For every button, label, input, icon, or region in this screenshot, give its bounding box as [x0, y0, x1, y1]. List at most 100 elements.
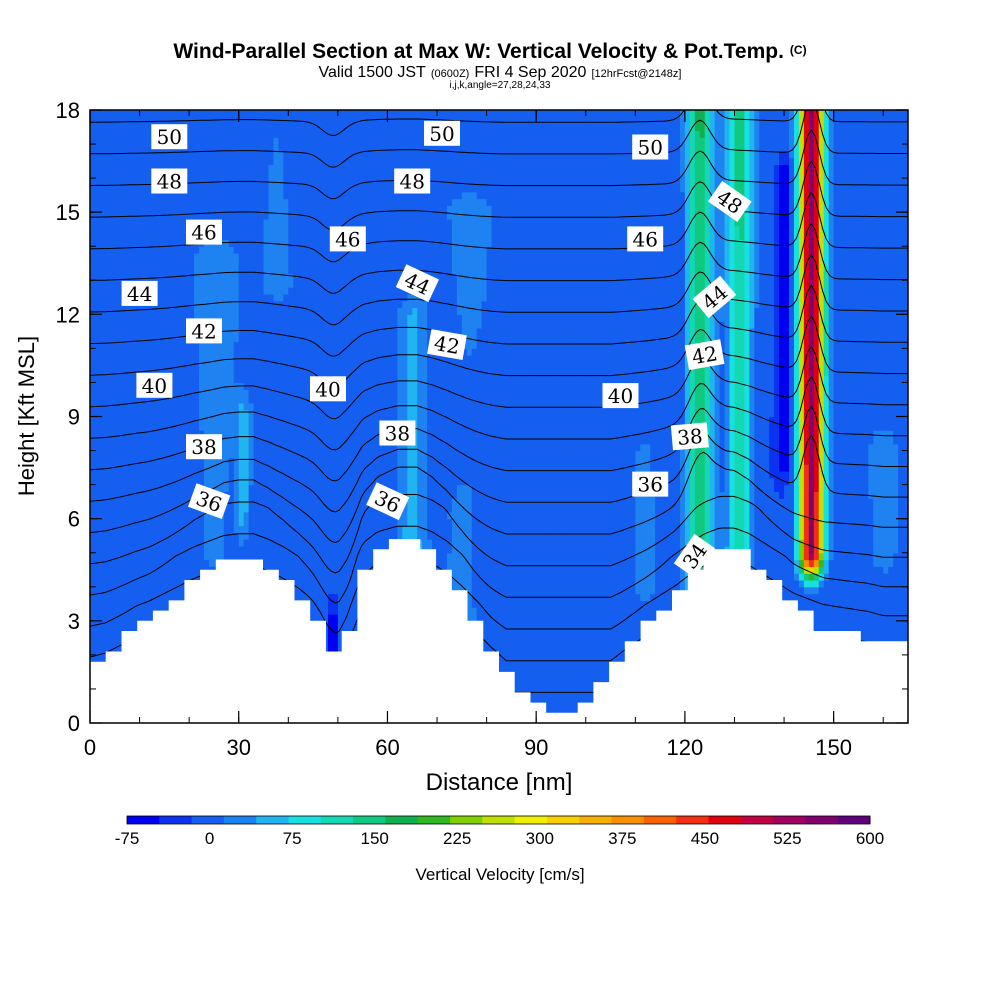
w-cell — [318, 477, 324, 486]
w-cell — [139, 525, 146, 533]
w-cell — [223, 430, 230, 438]
w-cell — [293, 212, 299, 220]
w-cell — [342, 110, 349, 118]
w-cell — [184, 368, 190, 377]
w-cell — [119, 443, 126, 452]
w-cell — [308, 123, 314, 132]
w-cell — [90, 409, 96, 418]
w-cell — [199, 273, 205, 281]
w-cell — [104, 525, 111, 533]
w-cell — [327, 470, 334, 479]
w-cell — [327, 430, 334, 438]
w-cell — [318, 259, 324, 268]
w-cell — [293, 362, 299, 370]
w-cell — [238, 253, 245, 261]
w-cell — [263, 334, 270, 343]
w-cell — [323, 178, 329, 186]
w-cell — [293, 178, 299, 186]
w-cell — [288, 341, 294, 349]
w-cell — [174, 375, 180, 384]
w-cell — [124, 532, 131, 540]
w-cell — [218, 300, 225, 309]
w-cell — [144, 273, 151, 281]
w-cell — [139, 409, 146, 418]
w-cell — [159, 402, 165, 411]
w-cell — [119, 389, 126, 397]
w-cell — [362, 532, 369, 540]
w-cell — [119, 600, 126, 608]
w-cell — [313, 579, 319, 588]
w-cell — [99, 593, 106, 601]
w-cell — [169, 573, 175, 581]
w-cell — [109, 423, 116, 431]
w-cell — [248, 144, 255, 152]
w-cell — [204, 552, 210, 561]
w-cell — [337, 600, 344, 608]
w-cell — [337, 164, 344, 172]
w-cell — [352, 293, 359, 302]
w-cell — [253, 232, 260, 241]
w-cell — [184, 532, 190, 540]
w-cell — [332, 593, 339, 601]
w-cell — [169, 232, 175, 241]
w-cell — [208, 150, 215, 159]
w-cell — [174, 559, 180, 567]
w-cell — [327, 205, 334, 213]
w-cell — [332, 130, 339, 138]
w-cell — [298, 539, 304, 547]
w-cell — [119, 368, 126, 377]
w-cell — [362, 477, 369, 486]
w-cell — [248, 484, 255, 493]
w-cell — [184, 430, 190, 438]
w-cell — [114, 178, 121, 186]
w-cell — [199, 280, 205, 288]
w-cell — [243, 518, 250, 527]
w-cell — [109, 573, 116, 581]
w-cell — [352, 130, 359, 138]
w-cell — [233, 191, 240, 200]
w-cell — [124, 600, 131, 608]
w-cell — [357, 273, 364, 281]
w-cell — [199, 164, 205, 172]
w-cell — [313, 334, 319, 343]
w-cell — [228, 321, 235, 329]
w-cell — [144, 137, 151, 145]
w-cell — [114, 396, 121, 404]
w-cell — [99, 620, 106, 629]
w-cell — [149, 464, 156, 472]
w-cell — [174, 191, 180, 200]
w-cell — [174, 505, 180, 513]
w-cell — [144, 525, 151, 533]
w-cell — [144, 184, 151, 193]
w-cell — [243, 470, 250, 479]
w-cell — [268, 205, 275, 213]
w-cell — [228, 239, 235, 247]
w-cell — [114, 225, 121, 234]
w-cell — [144, 157, 151, 166]
w-cell — [347, 130, 354, 138]
w-cell — [154, 409, 161, 418]
w-cell — [293, 225, 299, 234]
w-cell — [273, 280, 279, 288]
w-cell — [119, 566, 126, 574]
w-cell — [318, 123, 324, 132]
w-cell — [124, 375, 131, 384]
w-cell — [164, 341, 170, 349]
w-cell — [218, 246, 225, 254]
w-cell — [208, 525, 215, 533]
w-cell — [298, 396, 304, 404]
w-cell — [144, 198, 151, 206]
w-cell — [154, 273, 161, 281]
w-cell — [263, 259, 270, 268]
w-cell — [253, 157, 260, 166]
w-cell — [99, 300, 106, 309]
w-cell — [199, 375, 205, 384]
w-cell — [332, 573, 339, 581]
w-cell — [174, 416, 180, 424]
w-cell — [189, 191, 195, 200]
w-cell — [208, 191, 215, 200]
w-cell — [164, 239, 170, 247]
w-cell — [94, 552, 101, 561]
w-cell — [134, 123, 141, 132]
